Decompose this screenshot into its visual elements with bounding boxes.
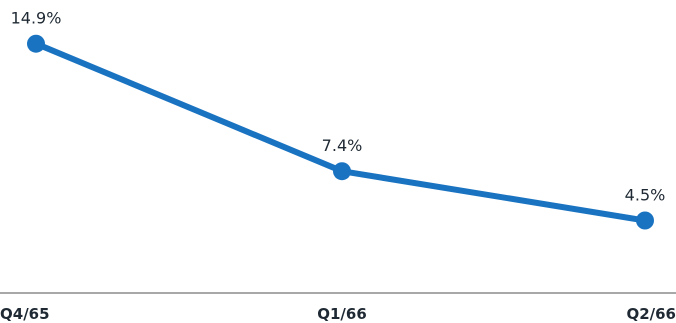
- data-label-q4-65: 14.9%: [11, 9, 62, 28]
- data-point-q1-66: [333, 162, 351, 181]
- data-label-q1-66: 7.4%: [322, 136, 363, 155]
- x-tick-label-q2-66: Q2/66: [626, 305, 676, 323]
- data-point-q2-66: [636, 211, 654, 230]
- data-labels: 14.9% 7.4% 4.5%: [11, 9, 666, 205]
- x-tick-label-q4-65: Q4/65: [0, 305, 50, 323]
- series-line: [33, 40, 648, 224]
- x-tick-label-q1-66: Q1/66: [317, 305, 367, 323]
- x-tick-labels: Q4/65 Q1/66 Q2/66: [0, 305, 676, 323]
- data-points: [27, 34, 654, 230]
- data-label-q2-66: 4.5%: [625, 186, 666, 205]
- data-point-q4-65: [27, 34, 45, 53]
